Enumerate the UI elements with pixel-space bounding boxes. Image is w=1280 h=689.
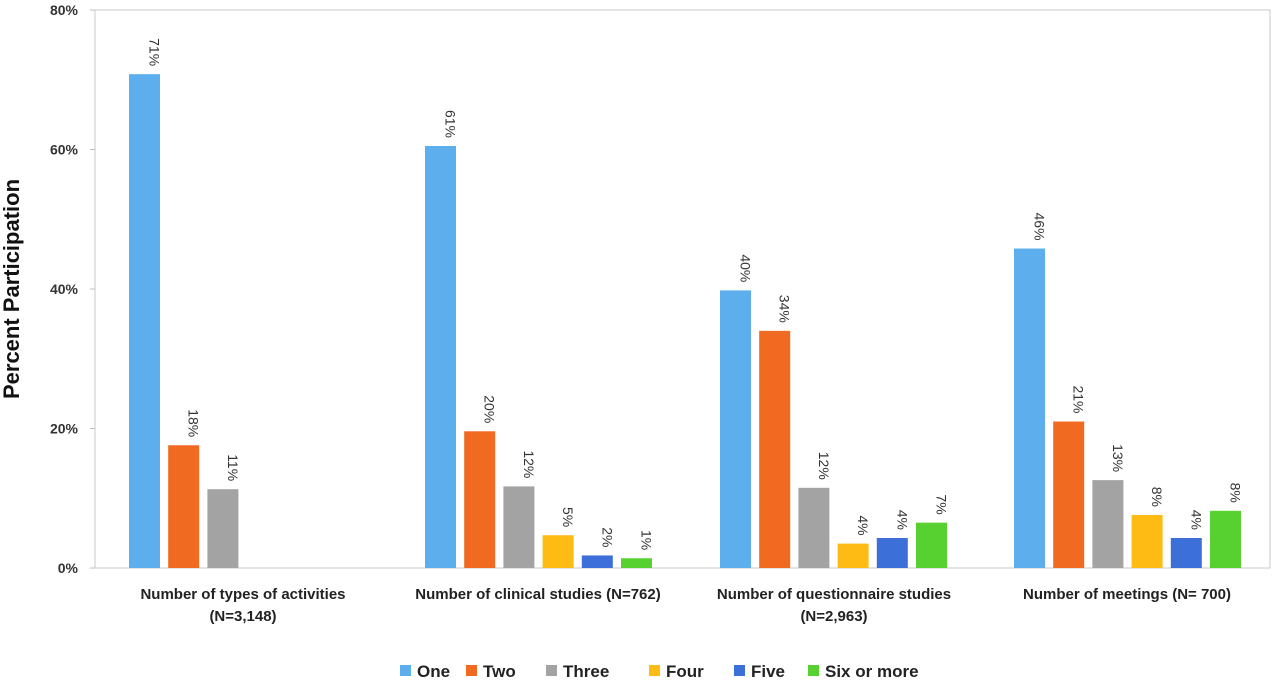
data-label: 4% — [894, 510, 910, 530]
data-label: 4% — [1188, 510, 1204, 530]
data-label: 46% — [1032, 213, 1048, 241]
data-label: 34% — [777, 295, 793, 323]
bar-three — [798, 487, 830, 568]
legend-swatch — [649, 665, 660, 676]
category-label: (N=2,963) — [800, 608, 867, 625]
legend-label: Four — [666, 662, 704, 681]
data-label: 13% — [1110, 444, 1126, 472]
legend-label: Three — [563, 662, 609, 681]
legend-swatch — [546, 665, 557, 676]
bar-two — [464, 431, 496, 568]
bar-one — [1014, 248, 1045, 569]
bar-one — [129, 74, 160, 569]
data-label: 21% — [1071, 385, 1087, 413]
category-label: Number of questionnaire studies — [717, 586, 951, 603]
bar-two — [759, 330, 791, 568]
bar-four — [1131, 514, 1163, 568]
bar-two — [168, 445, 200, 568]
y-tick-label: 60% — [50, 142, 79, 158]
legend-swatch — [734, 665, 745, 676]
bar-four — [837, 543, 869, 568]
bar-one — [720, 290, 751, 568]
data-label: 1% — [639, 530, 655, 550]
legend-label: Two — [483, 662, 516, 681]
category-label: Number of meetings (N= 700) — [1023, 586, 1231, 603]
y-tick-label: 0% — [58, 560, 79, 576]
data-label: 11% — [225, 454, 241, 481]
category-label: (N=3,148) — [209, 608, 276, 625]
data-label: 2% — [599, 527, 615, 547]
category-label: Number of types of activities — [140, 586, 345, 603]
legend: One Two Three Four Five Six or more — [400, 662, 919, 681]
bar-four — [542, 535, 574, 568]
legend-label: Five — [751, 662, 785, 681]
data-label: 5% — [560, 507, 576, 527]
bar-six-or-more — [1210, 510, 1241, 568]
data-label: 12% — [521, 450, 537, 478]
data-label: 61% — [443, 110, 459, 138]
data-label: 40% — [738, 254, 754, 282]
bar-five — [1170, 538, 1202, 568]
y-tick-label: 80% — [50, 2, 79, 18]
data-label: 12% — [816, 452, 832, 480]
legend-label: One — [417, 662, 450, 681]
y-axis-title: Percent Participation — [0, 179, 24, 399]
data-label: 8% — [1149, 487, 1165, 507]
bar-three — [503, 486, 535, 568]
y-tick-label: 40% — [50, 281, 79, 297]
data-label: 4% — [855, 515, 871, 535]
bar-six-or-more — [916, 522, 947, 568]
y-tick-label: 20% — [50, 421, 79, 437]
bar-three — [1092, 480, 1124, 568]
data-label: 8% — [1228, 483, 1244, 503]
legend-label: Six or more — [825, 662, 919, 681]
bar-three — [207, 489, 239, 568]
data-label: 7% — [934, 494, 950, 514]
legend-swatch — [466, 665, 477, 676]
legend-swatch — [808, 665, 819, 676]
bar-one — [425, 146, 456, 568]
data-label: 20% — [482, 395, 498, 423]
legend-swatch — [400, 665, 411, 676]
category-label: Number of clinical studies (N=762) — [415, 586, 661, 603]
bar-five — [876, 538, 908, 568]
bar-six-or-more — [621, 558, 652, 568]
bars: 71% 61% 40% 46% 18% 20% 34% 21% 11% 12% 12% 13% 5% 4%… — [129, 38, 1244, 569]
bar-five — [581, 555, 613, 568]
bar-two — [1053, 421, 1085, 568]
y-axis: 0% 20% 40% 60% 80% — [50, 2, 95, 576]
category-labels: Number of types of activities (N=3,148) Nu… — [140, 586, 1231, 625]
data-label: 71% — [147, 38, 163, 66]
data-label: 18% — [186, 409, 202, 437]
